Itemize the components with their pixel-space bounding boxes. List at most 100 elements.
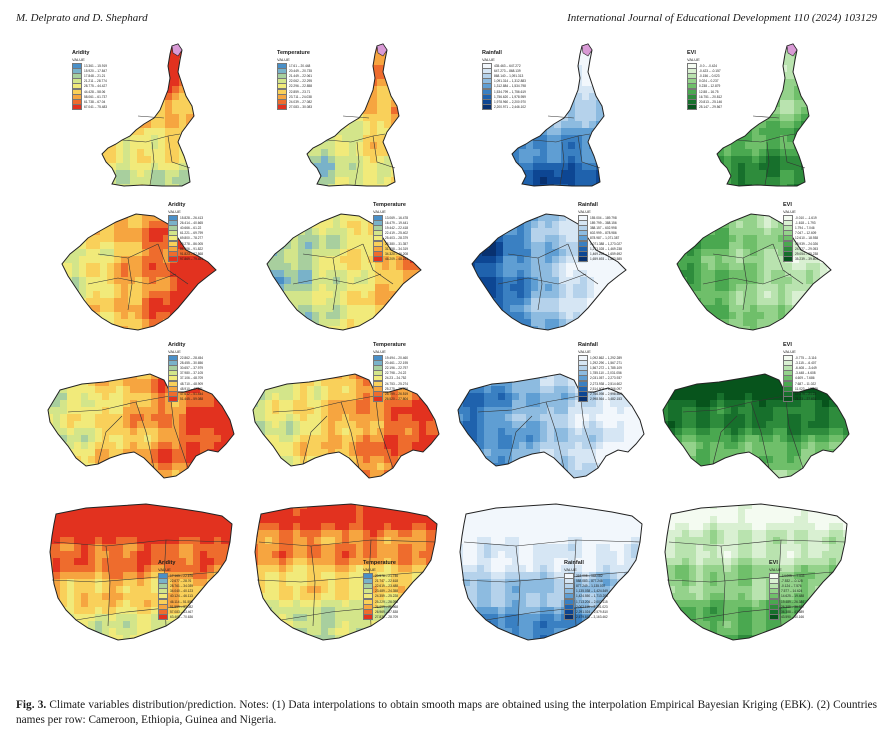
legend-subtitle: VALUE bbox=[168, 349, 181, 354]
legend-label: 1,785.110 – 2,031.056 bbox=[590, 371, 622, 376]
legend-label: 26.414 – 40.665 bbox=[180, 220, 204, 225]
map-legend: Rainfall VALUE 435.463 – 647.272 647.273 – … bbox=[482, 50, 526, 111]
interpolated-surface bbox=[458, 374, 644, 478]
legend-label: 155.004 – 189.798 bbox=[590, 215, 617, 220]
legend-label: 7.047 – 12.609 bbox=[795, 231, 817, 236]
legend-swatch bbox=[578, 256, 588, 263]
region-boundary bbox=[362, 243, 394, 285]
region-boundary bbox=[778, 539, 782, 627]
legend-label: 20.578 – 21.746 bbox=[375, 573, 399, 578]
legend-swatch bbox=[373, 396, 383, 403]
legend-label: 24.23 – 24.752 bbox=[385, 376, 407, 381]
legend-label: -6.408 – -3.449 bbox=[795, 365, 817, 370]
legend-label: 7.687 – 11.022 bbox=[795, 381, 817, 386]
legend-label: 18.939 – 24.026 bbox=[795, 241, 819, 246]
choropleth-map bbox=[511, 43, 605, 187]
region-boundary bbox=[750, 401, 770, 469]
map-panel-cameroon-evi: EVI VALUE -0.0 – -0.424 -0.423 – -0.157 -0.1… bbox=[655, 43, 860, 194]
running-head-journal: International Journal of Educational Dev… bbox=[567, 12, 877, 24]
legend-label: 51.445 – 59.088 bbox=[180, 397, 204, 402]
legend-title: EVI bbox=[783, 202, 792, 208]
legend-label: 48.710 – 48.909 bbox=[180, 381, 204, 386]
map-panel-guinea-rainfall: Rainfall VALUE 1,092.862 – 1,292.289 1,292.… bbox=[450, 342, 655, 498]
legend-title: EVI bbox=[783, 342, 792, 348]
legend-subtitle: VALUE bbox=[158, 567, 171, 572]
legend-title: Rainfall bbox=[578, 342, 598, 348]
legend-label: 647.273 – 868.139 bbox=[494, 68, 521, 73]
legend-label: 13.069 – 16.478 bbox=[385, 215, 409, 220]
legend-swatch bbox=[158, 614, 168, 621]
map-panel-guinea-temperature: Temperature VALUE 19.494 – 20.460 20.461 – … bbox=[245, 342, 450, 498]
region-boundary bbox=[53, 539, 231, 547]
legend-label: 1,424.550 – 1,713.203 bbox=[576, 594, 608, 599]
legend-label: 16.479 – 19.441 bbox=[385, 220, 409, 225]
legend-title: Aridity bbox=[168, 342, 186, 348]
legend-label: 46.209 – 48.241 bbox=[385, 257, 409, 262]
legend-subtitle: VALUE bbox=[564, 567, 577, 572]
legend-title: Rainfall bbox=[482, 50, 502, 56]
legend-subtitle: VALUE bbox=[482, 57, 495, 62]
legend-label: 1,713.204 – 2,002.115 bbox=[576, 599, 608, 604]
legend-label: 17.61 – 20.448 bbox=[289, 63, 311, 68]
legend-label: 22.677 – 28.76 bbox=[170, 578, 192, 583]
legend-label: 25.403 – 28.379 bbox=[385, 236, 409, 241]
region-boundary bbox=[567, 243, 599, 285]
region-boundary bbox=[579, 391, 599, 469]
legend-label: 51.559 – 57.082 bbox=[170, 604, 194, 609]
interpolated-surface bbox=[663, 374, 849, 478]
legend-label: 1,092.862 – 1,292.289 bbox=[590, 355, 622, 360]
map-legend: Temperature VALUE 20.578 – 21.746 21.747 – … bbox=[363, 560, 399, 621]
legend-label: 25.229 – 26.098 bbox=[375, 599, 399, 604]
legend-label: -7.532 – -0.125 bbox=[781, 578, 803, 583]
legend-label: -0.124 – 7.576 bbox=[781, 583, 802, 588]
choropleth-map bbox=[101, 43, 195, 187]
legend-swatch bbox=[277, 104, 287, 111]
legend-label: 24.359 – 25.228 bbox=[375, 594, 399, 599]
region-boundary bbox=[310, 545, 316, 627]
legend-entry: 67.041 – 75.483 bbox=[72, 104, 107, 111]
legend-title: EVI bbox=[769, 560, 778, 566]
map-legend: Rainfall VALUE 1,092.862 – 1,292.289 1,292.… bbox=[578, 342, 622, 403]
map-panel-nigeria-aridity: Aridity VALUE 17.165 – 22.676 22.677 – 28.7… bbox=[40, 498, 245, 648]
legend-label: 40.124 – 46.113 bbox=[170, 594, 193, 599]
region-boundary bbox=[256, 571, 424, 583]
legend-label: 1,659.693 – 1,883.585 bbox=[590, 257, 622, 262]
legend-label: 47.612 – 51.444 bbox=[180, 391, 204, 396]
region-boundary bbox=[531, 133, 591, 143]
map-legend: Temperature VALUE 19.494 – 20.460 20.461 – … bbox=[373, 342, 408, 403]
interpolated-surface bbox=[717, 44, 809, 186]
region-boundary bbox=[702, 273, 792, 285]
legend-label: -1.618 – 1.793 bbox=[795, 220, 816, 225]
legend-label: 22.859 – 23.71 bbox=[289, 89, 311, 94]
legend-label: 23.489 – 24.358 bbox=[375, 589, 399, 594]
region-boundary bbox=[292, 273, 382, 285]
choropleth-map bbox=[266, 213, 422, 331]
choropleth-map bbox=[459, 503, 643, 641]
lake-chad-marker bbox=[581, 43, 593, 57]
legend-label: 22.296 – 22.858 bbox=[289, 84, 313, 89]
legend-label: 17.848 – 21.21 bbox=[84, 73, 106, 78]
legend-swatch bbox=[72, 104, 82, 111]
legend-entry: 2,200.971 – 2,446.102 bbox=[482, 104, 526, 111]
legend-label: 318.008 – 588.082 bbox=[576, 573, 603, 578]
region-boundary bbox=[772, 243, 804, 285]
legend-label: 91.823 – 97.868 bbox=[180, 251, 204, 256]
running-head: M. Delprato and D. Shephard Internationa… bbox=[16, 12, 877, 28]
legend-title: Rainfall bbox=[564, 560, 584, 566]
region-boundary bbox=[326, 133, 386, 143]
region-boundary bbox=[97, 415, 123, 465]
legend-label: 602.999 – 878.986 bbox=[590, 231, 617, 236]
map-panel-cameroon-aridity: Aridity VALUE 13.361 – 15.919 15.920 – 17.8… bbox=[40, 43, 245, 194]
country-outline bbox=[306, 43, 400, 187]
map-legend: Rainfall VALUE 318.008 – 588.082 588.083 – … bbox=[564, 560, 608, 621]
choropleth-map bbox=[676, 213, 832, 331]
map-panel-nigeria-rainfall: Rainfall VALUE 318.008 – 588.082 588.083 – … bbox=[450, 498, 655, 648]
legend-entry: 46.209 – 48.241 bbox=[373, 256, 409, 263]
legend-swatch bbox=[783, 256, 793, 263]
legend-label: 1,567.272 – 1,785.109 bbox=[590, 365, 622, 370]
legend-entry: 2,579.811 – 3,163.462 bbox=[564, 614, 608, 621]
region-boundary bbox=[559, 141, 565, 186]
legend-label: 1,091.314 – 1,312.883 bbox=[494, 79, 526, 84]
legend-entry: 51.445 – 59.088 bbox=[168, 396, 204, 403]
legend-subtitle: VALUE bbox=[578, 349, 591, 354]
